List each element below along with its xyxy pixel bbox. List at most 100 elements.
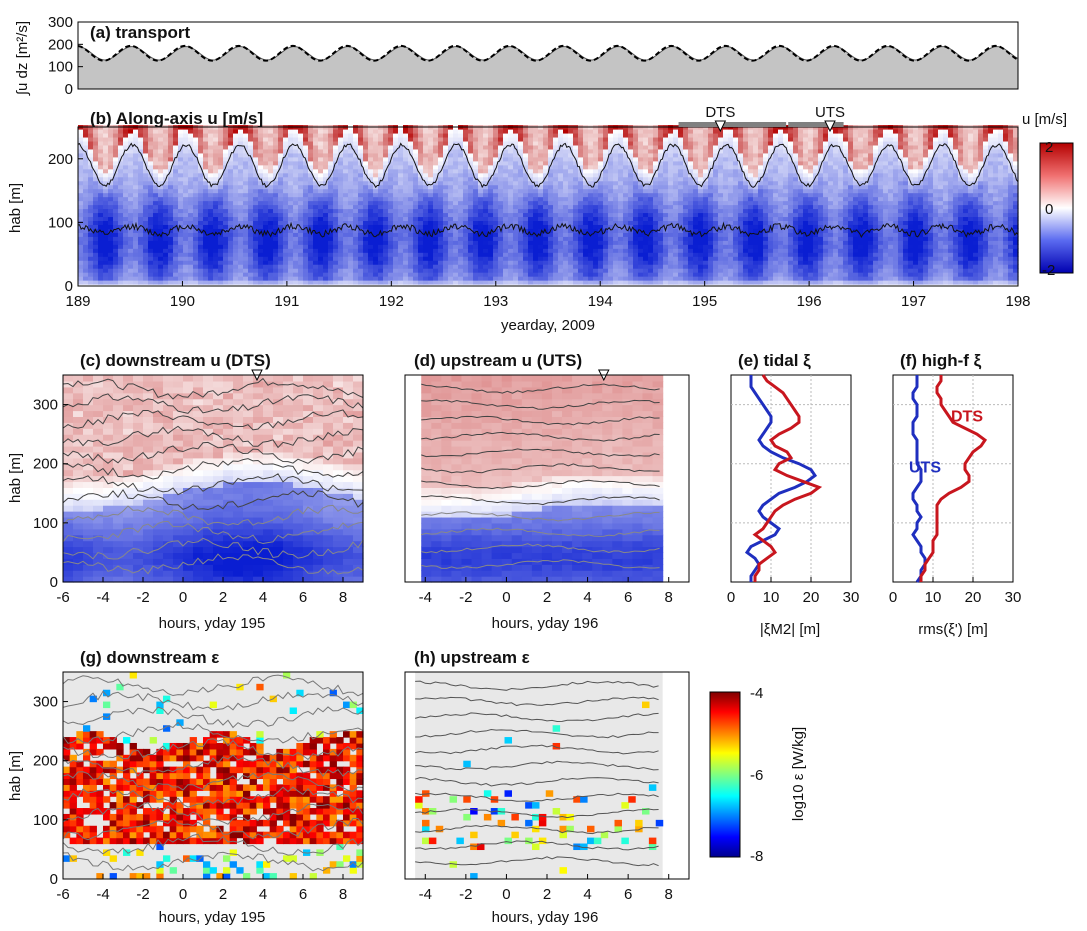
u-cell bbox=[368, 180, 374, 186]
u-cell bbox=[493, 136, 499, 142]
u-cell bbox=[333, 216, 339, 222]
u-cell bbox=[128, 212, 134, 218]
u-cell bbox=[113, 172, 119, 178]
u-cell bbox=[583, 248, 589, 253]
u-cell bbox=[448, 128, 454, 134]
u-cell bbox=[583, 172, 589, 178]
u-cell bbox=[333, 264, 339, 269]
u-cell bbox=[388, 176, 394, 182]
u-cell bbox=[168, 204, 174, 210]
u-cell bbox=[453, 156, 459, 162]
u-cell bbox=[123, 128, 129, 134]
u-cell bbox=[513, 236, 519, 241]
u-cell bbox=[323, 224, 329, 229]
u-cell bbox=[273, 208, 279, 214]
u-cell bbox=[78, 184, 84, 190]
u-cell bbox=[318, 260, 324, 265]
u-cell bbox=[543, 192, 549, 198]
u-cell bbox=[223, 264, 229, 269]
u-cell bbox=[343, 196, 349, 202]
u-cell bbox=[193, 164, 199, 170]
u-cell bbox=[463, 144, 469, 150]
u-cell bbox=[303, 236, 309, 241]
u-cell bbox=[283, 192, 289, 198]
u-cell bbox=[168, 160, 174, 166]
u-cell bbox=[198, 244, 204, 249]
u-cell bbox=[78, 136, 84, 142]
u-cell bbox=[338, 268, 344, 273]
u-cell bbox=[238, 224, 244, 229]
u-cell bbox=[558, 240, 564, 245]
u-cell bbox=[398, 228, 404, 233]
u-cell bbox=[128, 148, 134, 154]
u-cell bbox=[598, 248, 604, 253]
u-cell bbox=[358, 244, 364, 249]
u-cell bbox=[538, 188, 544, 194]
u-cell bbox=[448, 232, 454, 237]
u-cell bbox=[143, 172, 149, 178]
u-cell bbox=[78, 140, 84, 146]
u-cell bbox=[248, 204, 254, 210]
u-cell bbox=[508, 272, 514, 277]
u-cell bbox=[303, 196, 309, 202]
u-cell bbox=[268, 268, 274, 273]
u-cell bbox=[243, 136, 249, 142]
u-cell bbox=[373, 140, 379, 146]
u-cell bbox=[228, 256, 234, 261]
u-cell bbox=[698, 256, 704, 261]
u-cell bbox=[388, 272, 394, 277]
u-cell bbox=[373, 256, 379, 261]
u-cell bbox=[408, 244, 414, 249]
u-cell bbox=[693, 260, 699, 265]
u-cell bbox=[518, 200, 524, 206]
u-cell bbox=[478, 264, 484, 269]
u-cell bbox=[288, 208, 294, 214]
u-cell bbox=[558, 152, 564, 158]
u-cell bbox=[683, 232, 689, 237]
u-cell bbox=[138, 244, 144, 249]
u-cell bbox=[438, 196, 444, 202]
u-cell bbox=[693, 240, 699, 245]
u-cell bbox=[153, 152, 159, 158]
u-cell bbox=[653, 244, 659, 249]
u-cell bbox=[163, 252, 169, 257]
u-cell bbox=[678, 216, 684, 222]
u-cell bbox=[523, 164, 529, 170]
u-cell bbox=[573, 276, 579, 281]
u-cell bbox=[183, 196, 189, 202]
u-cell bbox=[583, 276, 589, 281]
u-cell bbox=[178, 132, 184, 138]
u-cell bbox=[698, 240, 704, 245]
u-cell bbox=[158, 240, 164, 245]
u-cell bbox=[678, 132, 684, 138]
u-cell bbox=[428, 184, 434, 190]
u-cell bbox=[493, 196, 499, 202]
u-cell bbox=[78, 264, 84, 269]
u-cell bbox=[233, 168, 239, 174]
u-cell bbox=[173, 136, 179, 142]
u-cell bbox=[403, 180, 409, 186]
u-cell bbox=[698, 200, 704, 206]
u-cell bbox=[423, 264, 429, 269]
u-cell bbox=[438, 248, 444, 253]
u-cell bbox=[138, 276, 144, 281]
u-cell bbox=[543, 220, 549, 225]
u-cell bbox=[538, 260, 544, 265]
u-cell bbox=[358, 148, 364, 154]
u-cell bbox=[683, 236, 689, 241]
u-cell bbox=[638, 260, 644, 265]
u-cell bbox=[458, 160, 464, 166]
u-cell bbox=[338, 272, 344, 277]
u-cell bbox=[563, 172, 569, 178]
u-cell bbox=[393, 272, 399, 277]
u-cell bbox=[108, 224, 114, 229]
u-cell bbox=[318, 132, 324, 138]
u-cell bbox=[443, 144, 449, 150]
u-cell bbox=[603, 148, 609, 154]
u-cell bbox=[163, 212, 169, 218]
u-cell bbox=[358, 136, 364, 142]
u-cell bbox=[508, 228, 514, 233]
u-cell bbox=[578, 260, 584, 265]
u-cell bbox=[363, 156, 369, 162]
u-cell bbox=[258, 244, 264, 249]
